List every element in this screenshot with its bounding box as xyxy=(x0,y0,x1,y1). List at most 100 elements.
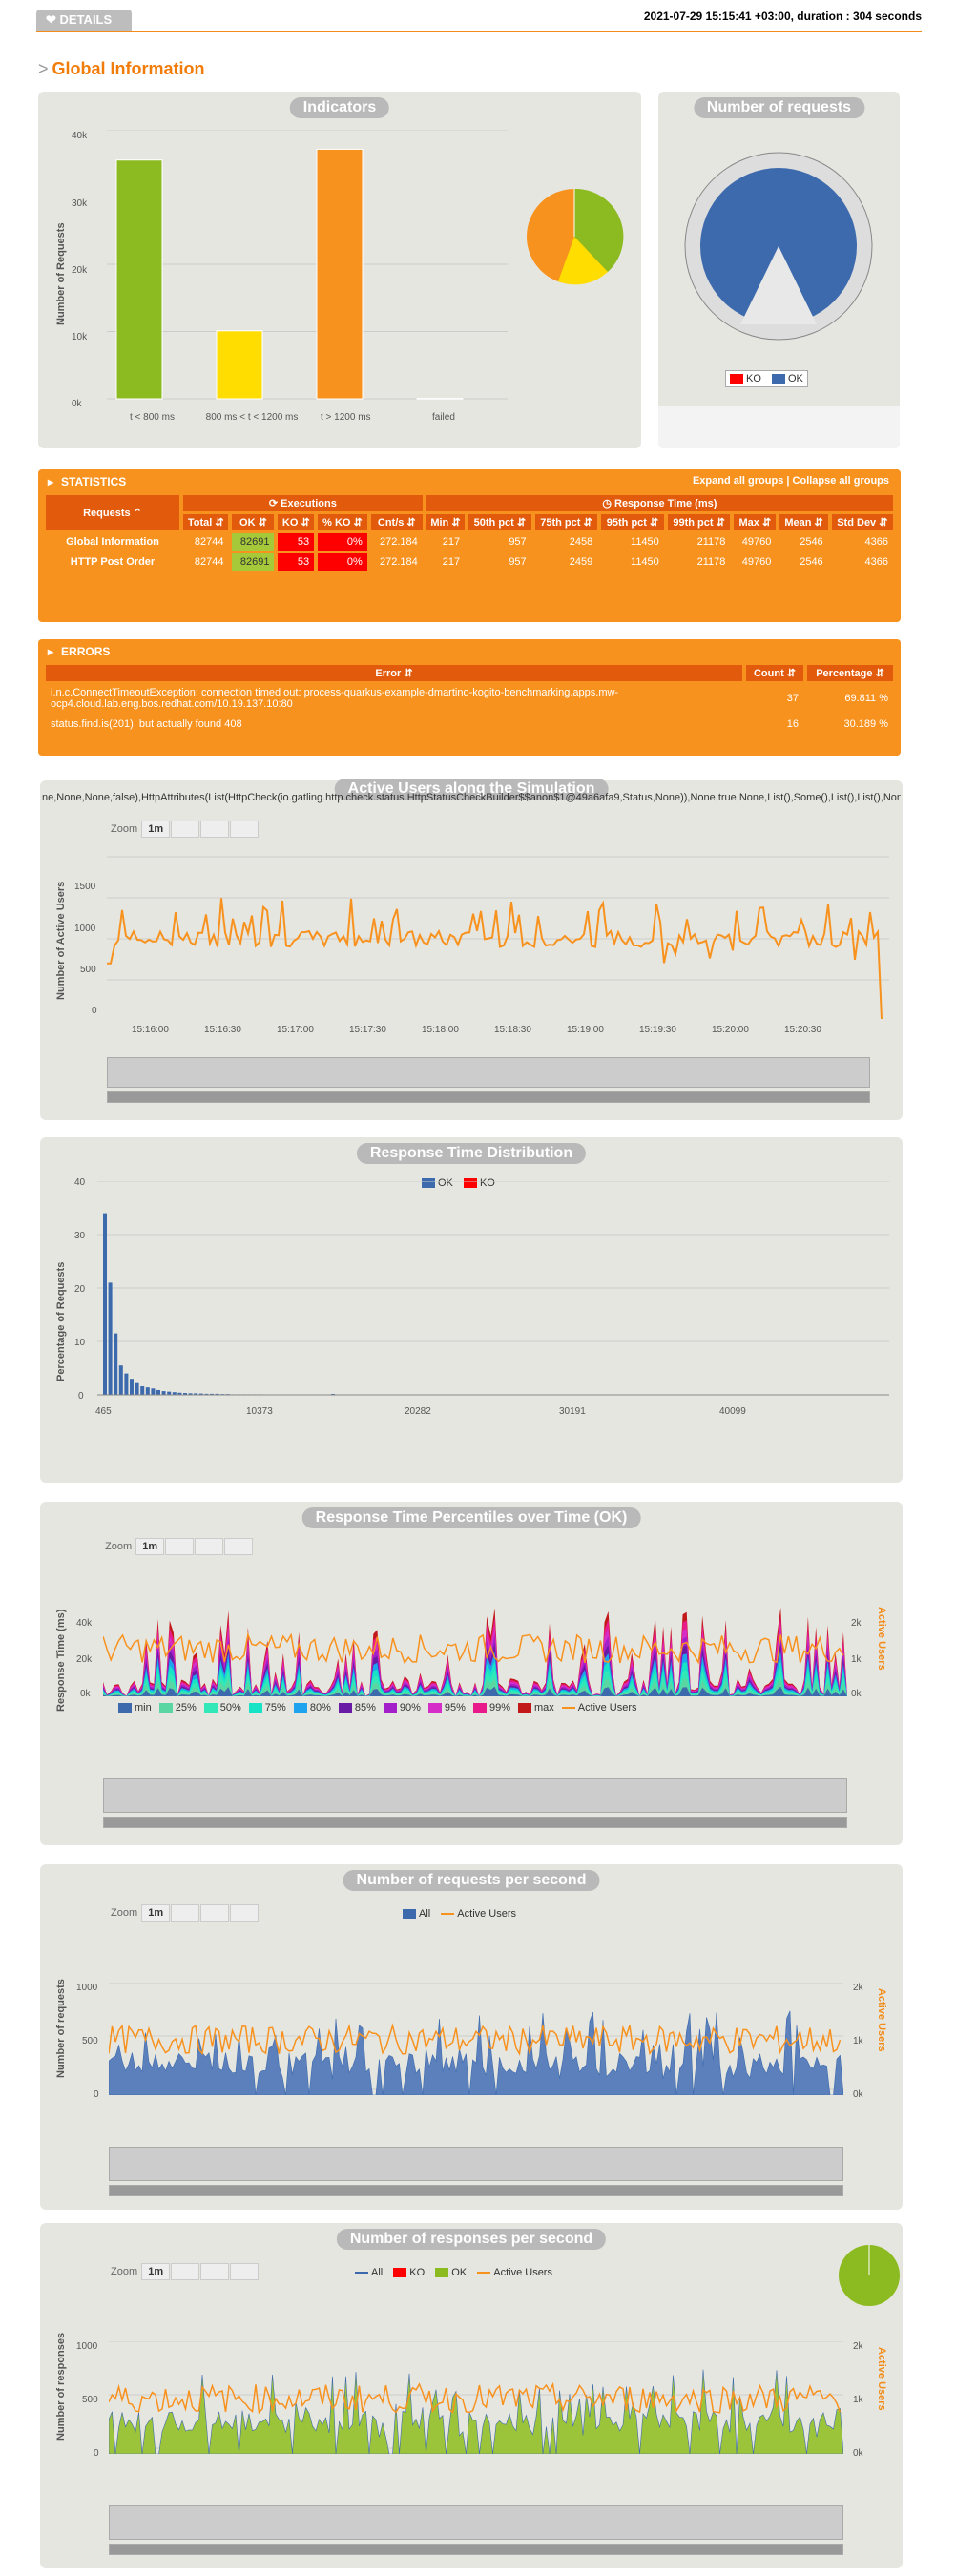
navigator[interactable] xyxy=(109,2147,843,2181)
col-count[interactable]: Count ⇵ xyxy=(746,665,803,681)
expand-all-link[interactable]: Expand all groups xyxy=(692,475,784,487)
zoom-button[interactable] xyxy=(224,1538,254,1555)
zoom-button[interactable] xyxy=(171,2263,200,2280)
rate-area xyxy=(109,2369,843,2454)
col-total[interactable]: Total ⇵ xyxy=(183,514,229,530)
legend-label: min xyxy=(135,1702,152,1714)
row-name[interactable]: HTTP Post Order xyxy=(46,553,179,571)
col-99th[interactable]: 99th pct ⇵ xyxy=(667,514,731,530)
y-tick-right: 1k xyxy=(853,2036,863,2046)
legend-label: 80% xyxy=(309,1702,331,1714)
indicator-bar xyxy=(115,159,163,400)
col-50th[interactable]: 50th pct ⇵ xyxy=(468,514,531,530)
zoom-button[interactable] xyxy=(200,2263,230,2280)
zoom-button[interactable] xyxy=(230,821,260,838)
col-cnt-s[interactable]: Cnt/s ⇵ xyxy=(370,514,423,530)
navigator[interactable] xyxy=(107,1057,870,1088)
col-pct-ko[interactable]: % KO ⇵ xyxy=(318,514,367,530)
zoom-button[interactable] xyxy=(200,1904,230,1922)
y-tick: 0 xyxy=(78,1391,84,1402)
col-ko[interactable]: KO ⇵ xyxy=(278,514,315,530)
zoom-1m-button[interactable]: 1m xyxy=(135,1538,165,1555)
y-tick-right: 2k xyxy=(853,2341,863,2352)
executions-group-header: ⟳ Executions xyxy=(183,495,423,511)
navigator[interactable] xyxy=(109,2505,843,2540)
zoom-button[interactable] xyxy=(171,1904,200,1922)
col-max[interactable]: Max ⇵ xyxy=(734,514,777,530)
table-row: Global Information 82744 82691 53 0% 272… xyxy=(46,533,893,551)
y-tick-right: 0k xyxy=(853,2089,863,2100)
y-tick-right: 2k xyxy=(853,1983,863,1993)
responses-per-second-ylabel2: Active Users xyxy=(876,2347,887,2411)
distribution-bar xyxy=(151,1388,156,1395)
zoom-1m-button[interactable]: 1m xyxy=(141,2263,171,2280)
zoom-button[interactable] xyxy=(171,821,200,838)
col-error[interactable]: Error ⇵ xyxy=(46,665,742,681)
zoom-button[interactable] xyxy=(195,1538,224,1555)
legend-label: 75% xyxy=(264,1702,286,1714)
col-std-dev[interactable]: Std Dev ⇵ xyxy=(831,514,893,530)
statistics-table: Requests ⌃ ⟳ Executions ◷ Response Time … xyxy=(42,492,897,573)
ko-swatch xyxy=(393,2268,407,2278)
y-tick: 500 xyxy=(82,2036,98,2046)
navigator-scrollbar[interactable] xyxy=(107,1091,870,1103)
errors-box: ▸ ERRORS Error ⇵ Count ⇵ Percentage ⇵ i.n… xyxy=(38,639,901,756)
cell: 272.184 xyxy=(370,533,423,551)
legend-swatch xyxy=(248,1703,262,1714)
responses-pie xyxy=(839,2245,900,2306)
col-min[interactable]: Min ⇵ xyxy=(426,514,466,530)
ko-swatch xyxy=(730,374,743,384)
legend-swatch xyxy=(118,1703,132,1714)
chevron-right-icon: > xyxy=(38,59,49,78)
zoom-button[interactable] xyxy=(230,2263,260,2280)
distribution-bar xyxy=(118,1365,123,1395)
table-row: i.n.c.ConnectTimeoutException: connectio… xyxy=(46,684,893,713)
details-tab[interactable]: ❤ DETAILS xyxy=(36,10,132,31)
requests-per-second-ylabel2: Active Users xyxy=(876,1988,887,2052)
zoom-1m-button[interactable]: 1m xyxy=(141,821,171,838)
x-tick: 15:16:00 xyxy=(132,1025,169,1035)
errors-header-label: ERRORS xyxy=(61,645,111,658)
zoom-button[interactable] xyxy=(165,1538,195,1555)
col-75th[interactable]: 75th pct ⇵ xyxy=(534,514,598,530)
statistics-header[interactable]: ▸ STATISTICS xyxy=(48,475,126,488)
navigator-scrollbar[interactable] xyxy=(103,1817,847,1828)
active-users-ylabel: Number of Active Users xyxy=(55,881,67,1000)
legend-swatch xyxy=(517,1703,531,1714)
statistics-header-label: STATISTICS xyxy=(61,475,127,488)
percentiles-legend: min 25% 50% 75% 80% 85% 90% 95% 99% max Active Use… xyxy=(111,1702,637,1714)
distribution-bar xyxy=(198,1393,203,1395)
x-tick: t < 800 ms xyxy=(130,412,175,423)
ko-swatch xyxy=(463,1178,477,1189)
table-row: status.find.is(201), but actually found … xyxy=(46,716,893,733)
requests-col-header[interactable]: Requests ⌃ xyxy=(46,495,179,530)
navigator[interactable] xyxy=(103,1778,847,1813)
col-95th[interactable]: 95th pct ⇵ xyxy=(601,514,664,530)
zoom-button[interactable] xyxy=(200,821,230,838)
y-tick: 10k xyxy=(72,332,88,343)
y-tick: 500 xyxy=(82,2395,98,2405)
y-tick: 0 xyxy=(92,1006,97,1016)
navigator-scrollbar[interactable] xyxy=(109,2185,843,2196)
ko-legend-label: KO xyxy=(479,1177,495,1189)
active-users-chart xyxy=(107,856,889,1019)
navigator-scrollbar[interactable] xyxy=(109,2544,843,2555)
percentiles-ylabel2: Active Users xyxy=(876,1607,887,1671)
requests-pie-title: Number of requests xyxy=(693,97,865,118)
col-percentage[interactable]: Percentage ⇵ xyxy=(807,665,893,681)
ko-legend-label: KO xyxy=(746,373,761,384)
col-ok[interactable]: OK ⇵ xyxy=(232,514,275,530)
collapse-all-link[interactable]: Collapse all groups xyxy=(792,475,889,487)
zoom-button[interactable] xyxy=(230,1904,260,1922)
users-legend-label: Active Users xyxy=(457,1908,517,1920)
x-tick: 15:18:30 xyxy=(494,1025,531,1035)
zoom-1m-button[interactable]: 1m xyxy=(141,1904,171,1922)
legend-label: max xyxy=(533,1702,554,1714)
col-mean[interactable]: Mean ⇵ xyxy=(779,514,828,530)
rt-distribution-card: Response Time Distribution OK KO Percent… xyxy=(40,1137,903,1483)
errors-header[interactable]: ▸ ERRORS xyxy=(48,645,110,658)
row-name[interactable]: Global Information xyxy=(46,533,179,551)
rt-distribution-legend: OK KO xyxy=(422,1177,495,1189)
active-users-line xyxy=(109,2381,842,2415)
cell: 37 xyxy=(746,684,803,713)
